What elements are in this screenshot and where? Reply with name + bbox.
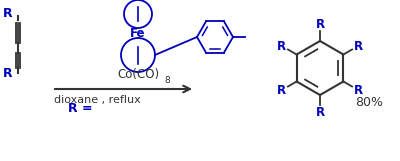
Text: R: R [3,66,13,80]
Text: R =: R = [68,101,93,114]
Text: R: R [3,6,13,19]
Text: Fe: Fe [130,27,146,39]
Text: R: R [277,39,286,52]
Text: R: R [316,105,324,118]
Text: R: R [354,39,363,52]
Text: R: R [316,18,324,30]
Text: Co(CO): Co(CO) [118,68,160,81]
Text: R: R [277,84,286,96]
Text: dioxane , reflux: dioxane , reflux [54,95,141,105]
Text: R: R [354,84,363,96]
Text: 8: 8 [164,76,170,85]
Text: 80%: 80% [355,96,383,109]
